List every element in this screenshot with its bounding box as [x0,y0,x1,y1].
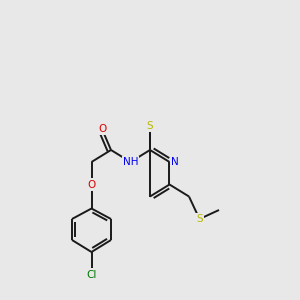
Text: S: S [196,214,203,224]
Text: Cl: Cl [86,269,97,280]
Text: N: N [171,157,179,167]
Text: O: O [87,179,96,190]
Text: NH: NH [123,157,138,167]
Text: O: O [98,124,106,134]
Text: S: S [147,121,153,131]
